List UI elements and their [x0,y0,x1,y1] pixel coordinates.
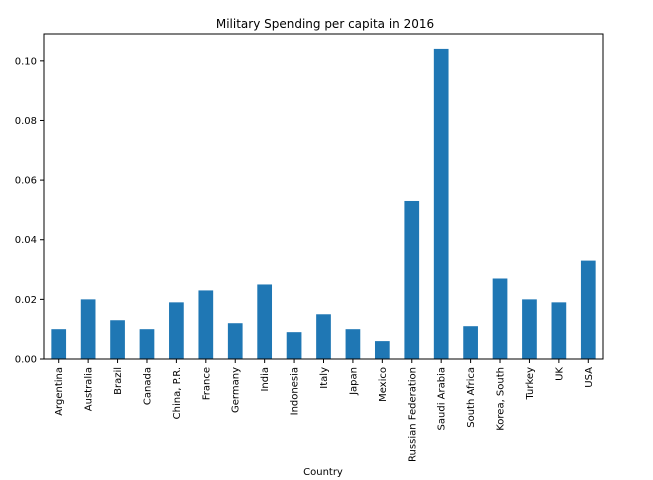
bar-germany [227,323,243,359]
y-tick-label: 0.02 [15,295,37,306]
x-tick-label: Indonesia [290,367,301,415]
x-tick-label: India [260,367,271,392]
bar-indonesia [286,332,302,359]
x-tick-label: France [201,367,212,400]
bar-south-africa [463,326,478,359]
x-axis: Argentina Australia Brazil Canada China, P.R… [54,359,595,462]
bar-japan [345,329,361,359]
x-tick-label: Russian Federation [407,367,418,462]
y-axis: 0.00 0.02 0.04 0.06 0.08 0.10 [15,56,44,366]
x-tick-label: South Africa [466,367,477,428]
x-tick-label: Turkey [525,367,536,401]
bar-korea-south [492,278,508,359]
y-tick-label: 0.06 [15,176,37,187]
bar-turkey [522,299,537,359]
x-tick-label: Australia [84,367,95,411]
chart-title: Military Spending per capita in 2016 [216,17,434,31]
bar-france [198,290,214,359]
x-tick-label: Japan [348,367,359,396]
bar-saudi-arabia [433,48,449,359]
x-tick-label: UK [554,367,565,381]
x-tick-label: Brazil [113,367,124,395]
bar-china-p-r [169,302,184,359]
x-tick-label: China, P.R. [172,367,183,419]
bar-italy [316,314,331,359]
bar-brazil [110,320,125,359]
x-tick-label: Saudi Arabia [437,367,448,430]
bars-group [51,48,596,359]
bar-usa [580,260,596,359]
y-tick-label: 0.08 [15,116,37,127]
x-tick-label: Korea, South [496,367,507,431]
bar-uk [551,302,567,359]
y-tick-label: 0.00 [15,355,37,366]
bar-canada [139,329,155,359]
x-tick-label: Mexico [378,367,389,402]
x-axis-title: Country [303,467,343,478]
x-tick-label: Canada [142,367,153,405]
x-tick-label: Argentina [54,367,65,416]
y-tick-label: 0.04 [15,235,37,246]
bar-argentina [51,329,67,359]
bar-mexico [374,341,390,359]
y-tick-label: 0.10 [15,56,37,67]
bar-russian-federation [404,200,420,359]
x-tick-label: Italy [319,367,330,389]
bar-australia [80,299,96,359]
x-tick-label: USA [584,367,595,388]
x-tick-label: Germany [231,367,242,413]
plot-frame [43,33,604,360]
bar-india [257,284,273,359]
